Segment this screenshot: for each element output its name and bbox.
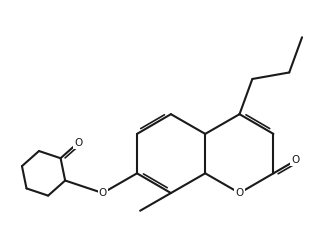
Text: O: O <box>74 138 82 148</box>
Text: O: O <box>236 188 244 198</box>
Text: O: O <box>292 155 300 165</box>
Text: O: O <box>98 188 107 198</box>
